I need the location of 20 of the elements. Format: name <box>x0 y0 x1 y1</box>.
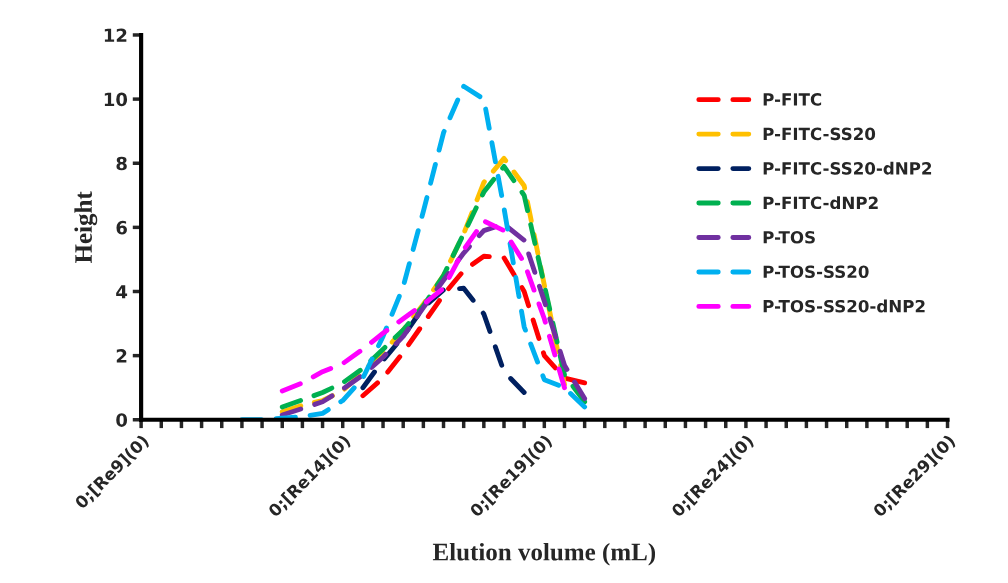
legend-label: P-FITC-SS20 <box>763 127 876 141</box>
y-axis-title: Height <box>74 191 98 264</box>
line-series <box>279 218 567 394</box>
line-series <box>360 285 527 395</box>
legend-label: P-FITC <box>763 93 822 106</box>
y-tick-label: 6 <box>116 220 127 235</box>
legend-label: P-FITC-dNP2 <box>763 196 878 210</box>
x-axis-title: Elution volume (mL) <box>432 542 656 566</box>
y-tick-label: 8 <box>116 156 127 171</box>
line-series <box>360 253 588 399</box>
y-tick-label: 0 <box>116 413 128 427</box>
y-tick-label: 2 <box>116 349 127 363</box>
legend-label: P-TOS <box>763 230 815 244</box>
y-tick-label: 10 <box>104 92 128 107</box>
legend-label: P-FITC-SS20-dNP2 <box>763 161 932 175</box>
legend-label: P-TOS-SS20 <box>763 265 869 279</box>
y-tick-label: 12 <box>104 28 127 42</box>
line-series <box>239 83 588 420</box>
y-tick-label: 4 <box>116 285 128 299</box>
legend-label: P-TOS-SS20-dNP2 <box>763 299 925 313</box>
